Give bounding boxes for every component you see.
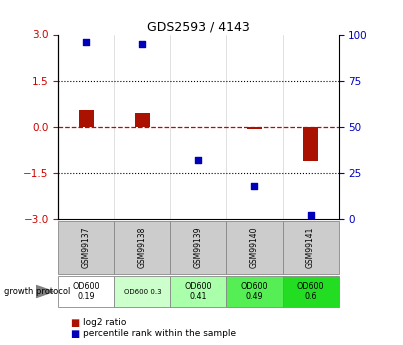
Bar — [79, 110, 94, 127]
Bar — [226, 276, 283, 307]
Text: log2 ratio: log2 ratio — [83, 318, 126, 327]
Title: GDS2593 / 4143: GDS2593 / 4143 — [147, 20, 250, 33]
Text: OD600
0.6: OD600 0.6 — [297, 282, 324, 301]
Text: growth protocol: growth protocol — [4, 287, 71, 296]
Text: GSM99141: GSM99141 — [306, 227, 315, 268]
Text: ■: ■ — [71, 318, 80, 327]
Point — [139, 41, 146, 47]
Text: OD600
0.19: OD600 0.19 — [73, 282, 100, 301]
Text: ■: ■ — [71, 329, 80, 339]
Bar — [135, 113, 150, 127]
Text: OD600
0.49: OD600 0.49 — [241, 282, 268, 301]
Point — [83, 39, 89, 45]
Bar — [247, 127, 262, 129]
Bar — [114, 276, 170, 307]
Text: percentile rank within the sample: percentile rank within the sample — [83, 329, 236, 338]
Bar — [170, 276, 226, 307]
Bar — [58, 276, 114, 307]
Point — [251, 183, 258, 189]
Bar — [303, 127, 318, 161]
Text: GSM99137: GSM99137 — [82, 227, 91, 268]
Point — [307, 213, 314, 218]
Text: GSM99139: GSM99139 — [194, 227, 203, 268]
Text: GSM99138: GSM99138 — [138, 227, 147, 268]
Text: OD600 0.3: OD600 0.3 — [124, 288, 161, 295]
Bar — [58, 221, 114, 274]
Polygon shape — [36, 286, 53, 297]
Bar — [283, 221, 339, 274]
Text: GSM99140: GSM99140 — [250, 227, 259, 268]
Bar — [283, 276, 339, 307]
Bar — [226, 221, 283, 274]
Bar — [170, 221, 226, 274]
Bar — [114, 221, 170, 274]
Text: OD600
0.41: OD600 0.41 — [185, 282, 212, 301]
Point — [195, 157, 202, 163]
